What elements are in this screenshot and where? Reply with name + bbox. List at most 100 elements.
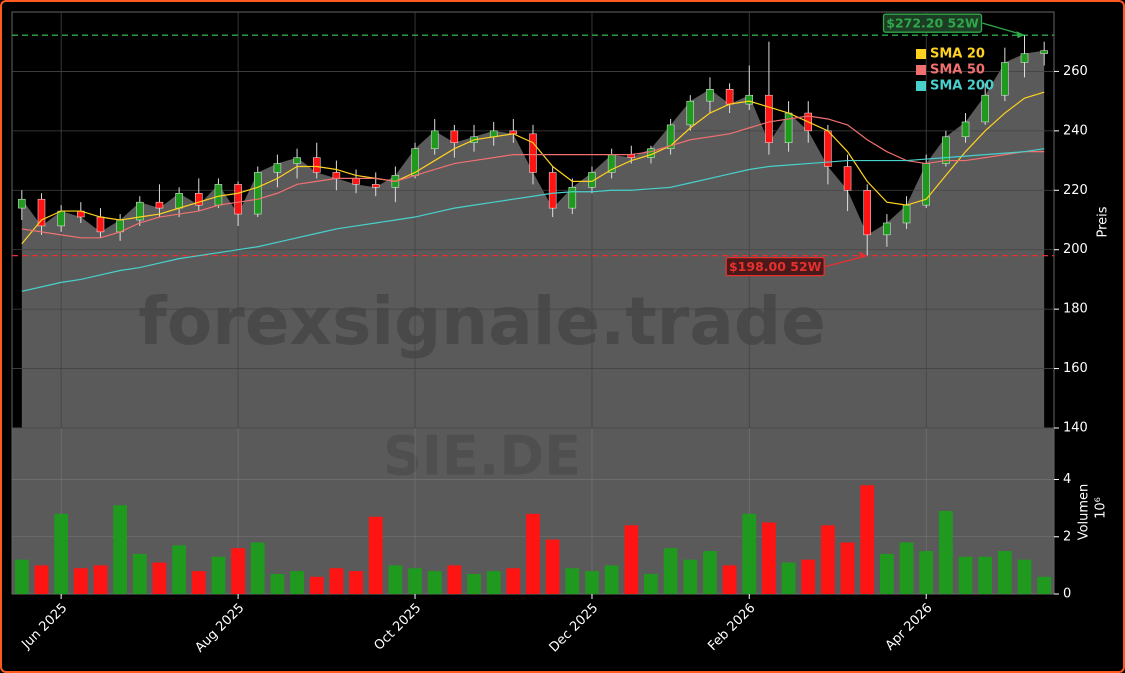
volume-bar: [427, 571, 442, 594]
volume-bar: [113, 505, 128, 594]
volume-bar: [172, 545, 186, 594]
volume-bar: [93, 565, 108, 594]
candle-body: [529, 133, 537, 173]
x-tick-label: Oct 2025: [372, 601, 425, 654]
volume-bar: [703, 551, 717, 594]
y-tick-label: 200: [1063, 242, 1088, 257]
y-tick-label: 260: [1063, 64, 1088, 79]
volume-bar: [73, 568, 88, 594]
candle-body: [765, 94, 773, 143]
y-tick-label: 2: [1063, 529, 1071, 544]
volume-bar: [840, 542, 855, 594]
candle-body: [214, 184, 223, 206]
volume-bar: [644, 573, 658, 594]
volume-bar: [781, 562, 796, 594]
y-tick-label: 4: [1063, 472, 1071, 487]
symbol-watermark: SIE.DE: [383, 425, 581, 488]
y-tick-label: 140: [1063, 421, 1088, 436]
legend-label: SMA 50: [930, 63, 985, 78]
volume-bar: [368, 516, 383, 594]
candle-body: [195, 193, 203, 206]
annotation: $272.20 52W: [882, 13, 983, 33]
candle-body: [824, 130, 832, 167]
volume-bar: [624, 525, 639, 594]
volume-scale-label: 10⁶: [1094, 497, 1109, 519]
volume-bar: [388, 565, 403, 594]
candle-body: [136, 201, 144, 221]
volume-bar: [919, 551, 934, 594]
volume-bar: [742, 513, 757, 594]
candle-body: [686, 100, 695, 126]
arrow-head: [859, 251, 868, 259]
candle-body: [175, 193, 183, 209]
volume-bar: [722, 565, 737, 594]
candle-body: [18, 198, 26, 209]
annotation-label: $272.20 52W: [886, 16, 979, 31]
volume-bar: [309, 576, 324, 594]
candle-body: [234, 184, 242, 215]
annotation-box: [882, 13, 983, 33]
candle-body: [332, 172, 341, 179]
candle-body: [273, 163, 282, 173]
sma-line: [21, 91, 1045, 245]
x-tick-label: Apr 2026: [883, 601, 936, 654]
volume-bar: [663, 548, 678, 594]
volume-bar: [447, 565, 462, 594]
y-tick-label: 240: [1063, 123, 1088, 138]
volume-bar: [545, 539, 560, 594]
candle-body: [352, 178, 360, 185]
candle-body: [961, 121, 970, 138]
candle-body: [883, 222, 891, 236]
volume-bar: [211, 556, 226, 594]
annotation: $198.00 52W: [725, 257, 825, 277]
candle-body: [155, 201, 164, 209]
candle-body: [843, 166, 852, 191]
candle-body: [450, 130, 459, 143]
legend-swatch: [916, 49, 926, 59]
legend-swatch: [916, 65, 926, 75]
y-axis-label: Preis: [1096, 206, 1111, 237]
x-tick-label: Dec 2025: [547, 601, 602, 656]
volume-bar: [34, 565, 49, 594]
legend-label: SMA 200: [930, 79, 994, 94]
volume-bar: [565, 568, 580, 594]
candle-body: [430, 130, 439, 149]
candle-body: [666, 124, 675, 149]
candle-body: [784, 112, 793, 143]
volume-bar: [486, 571, 501, 594]
candle-body: [293, 157, 301, 164]
y-tick-label: 180: [1063, 302, 1088, 317]
volume-bar: [408, 568, 422, 594]
volume-bar: [329, 568, 344, 594]
candle-body: [1040, 50, 1048, 54]
volume-bar: [250, 542, 265, 594]
candle-body: [96, 216, 105, 233]
x-tick-label: Aug 2025: [193, 601, 248, 656]
legend-label: SMA 20: [930, 47, 985, 62]
candle-body: [706, 89, 714, 102]
candle-body: [1001, 62, 1009, 96]
volume-bar: [880, 553, 894, 594]
annotation-label: $198.00 52W: [729, 259, 822, 274]
volume-bar: [506, 568, 521, 594]
legend-swatch: [916, 81, 926, 91]
candle-body: [37, 198, 46, 227]
volume-bar: [290, 571, 304, 594]
sma-line: [21, 115, 1045, 239]
volume-bar: [467, 573, 481, 594]
volume-bar: [938, 511, 953, 594]
candle-body: [942, 136, 950, 164]
candle-body: [981, 94, 989, 123]
candle-body: [254, 172, 262, 215]
volume-bar: [604, 565, 619, 594]
y-tick-label: 220: [1063, 183, 1088, 198]
candle-body: [371, 184, 380, 188]
candle-body: [745, 94, 754, 105]
watermark: forexsignale.trade: [138, 283, 826, 360]
candle-body: [312, 157, 321, 173]
y-tick-label: 160: [1063, 361, 1088, 376]
volume-bar: [14, 559, 29, 594]
candle-body: [568, 187, 577, 209]
volume-axis-label: Volumen: [1077, 484, 1092, 541]
